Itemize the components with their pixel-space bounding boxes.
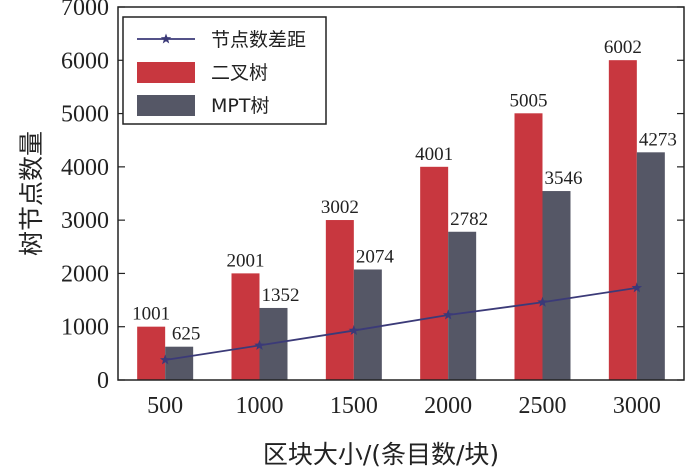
y-axis-title: 树节点数量 [17,131,46,256]
y-axis-ticks: 0 1000 2000 3000 4000 5000 6000 7000 [61,0,684,394]
data-label: 3002 [321,197,359,218]
legend-bar-swatch [137,62,195,83]
line-series [165,286,637,361]
x-axis-ticks: 500 1000 1500 2000 2500 3000 [147,393,661,419]
x-tick-label: 2000 [424,393,472,419]
y-tick-label: 6000 [61,48,109,74]
line-point [631,282,643,293]
y-tick-label: 0 [97,368,109,394]
x-tick-label: 1000 [236,393,284,419]
bar [420,166,449,380]
data-label: 6002 [604,37,642,58]
y-tick-label: 2000 [61,261,109,287]
data-label: 2074 [356,246,395,267]
bar [165,346,194,380]
line-point [442,309,454,320]
data-label: 5005 [510,90,548,111]
data-label: 2782 [450,209,488,230]
legend-label: MPT树 [211,95,269,117]
y-tick-label: 5000 [61,102,109,128]
bar [514,113,543,381]
bar [137,326,166,380]
bar [231,273,260,380]
data-label: 4001 [415,144,453,165]
legend-label: 节点数差距 [211,29,306,51]
x-tick-label: 1500 [330,393,378,419]
legend-star-marker [160,33,172,44]
data-label: 625 [172,324,201,345]
x-tick-label: 500 [147,393,183,419]
line-point [348,325,360,335]
bar [608,60,637,381]
data-label: 1001 [132,304,170,325]
bar [448,231,477,380]
y-tick-label: 3000 [61,208,109,234]
bar [325,220,354,380]
bar [636,152,665,380]
y-tick-label: 7000 [61,0,109,21]
data-labels: 1001 2001 3002 4001 5005 6002 625 1352 2074 2782 3… [132,37,677,345]
data-label: 4273 [639,129,677,150]
bar [542,191,571,380]
data-label: 2001 [227,250,265,271]
difference-line [159,282,643,365]
line-point [159,354,171,365]
y-tick-label: 4000 [61,155,109,181]
legend-bar-swatch [137,95,195,116]
plot-frame [117,6,685,381]
x-tick-label: 3000 [613,393,661,419]
x-axis-title: 区块大小/(条目数/块) [263,440,499,469]
bars [137,60,665,381]
data-label: 3546 [545,168,583,189]
bar [353,269,382,380]
legend-label: 二叉树 [211,62,268,84]
x-tick-label: 2500 [519,393,567,419]
data-label: 1352 [262,285,300,306]
line-point [254,339,265,350]
line-point [537,296,548,307]
y-tick-label: 1000 [61,315,109,341]
